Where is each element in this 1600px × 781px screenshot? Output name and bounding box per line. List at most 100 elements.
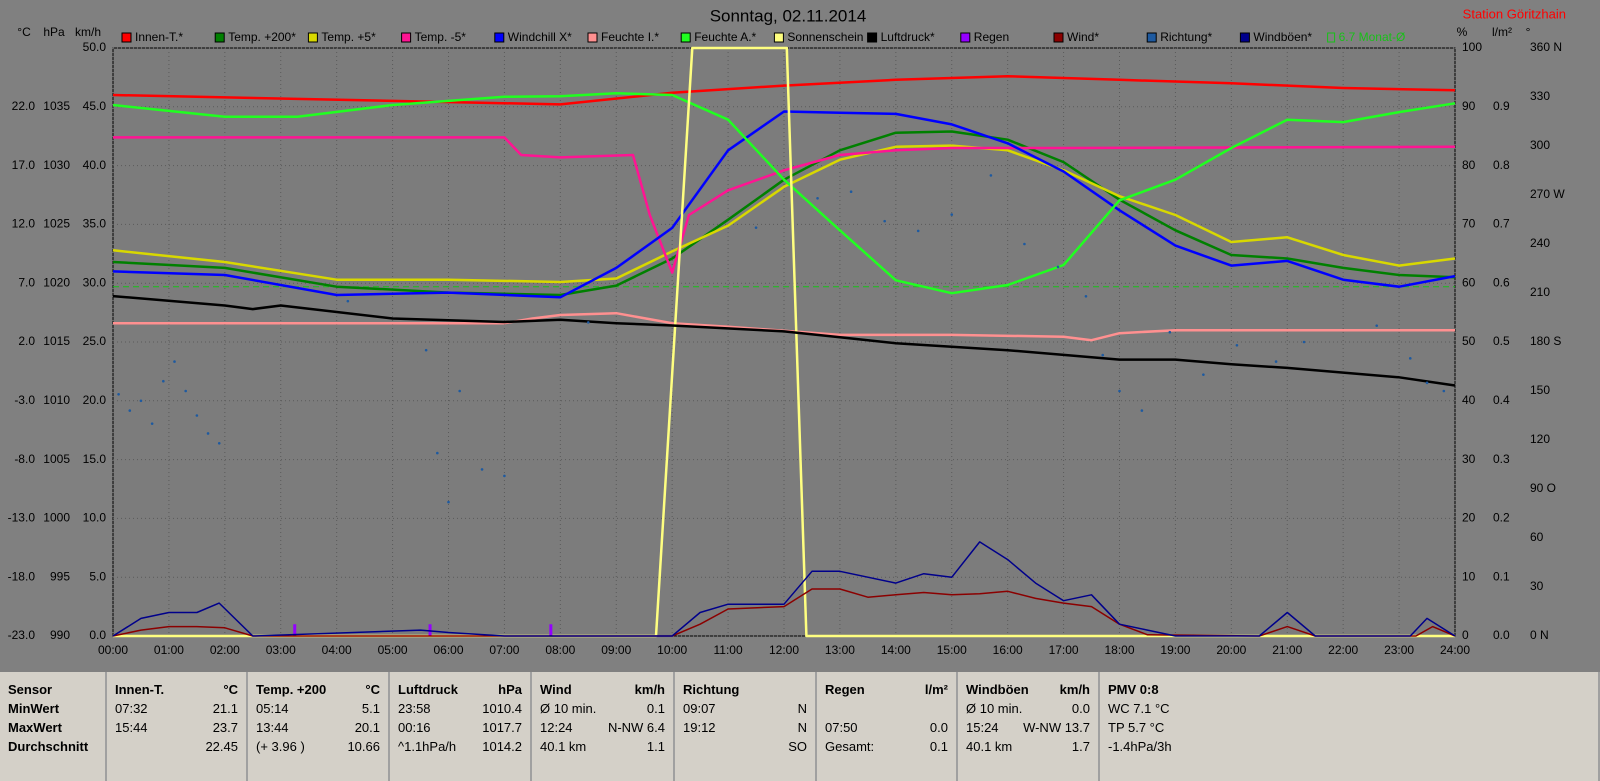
legend-label: Windböen* xyxy=(1253,30,1312,44)
legend-swatch xyxy=(960,32,971,43)
y-tick-label: 70 xyxy=(1462,217,1476,231)
y-tick-label: 0.2 xyxy=(1493,511,1510,525)
table-row: (+ 3.96 ) 10.66 xyxy=(256,739,380,758)
table-column: Richtung 09:07 N 19:12 N SO xyxy=(675,672,817,781)
y-tick-label: 35.0 xyxy=(83,217,107,231)
direction-point xyxy=(139,399,143,403)
y-tick-label: 30.0 xyxy=(83,275,107,289)
x-tick-label: 22:00 xyxy=(1328,643,1358,657)
direction-point xyxy=(195,414,199,417)
table-cell: 40.1 km xyxy=(966,739,1013,754)
legend-label: Luftdruck* xyxy=(881,30,935,44)
series-line xyxy=(112,74,1456,106)
direction-point xyxy=(883,219,886,223)
table-cell: (+ 3.96 ) xyxy=(256,739,305,754)
y-tick-label: 30 xyxy=(1462,452,1476,466)
header-row: Innen-T. °C xyxy=(115,682,238,701)
header-row: Windböen km/h xyxy=(966,682,1090,701)
legend-swatch xyxy=(214,32,225,43)
legend-label: Temp. -5* xyxy=(415,30,467,44)
table-row: 13:44 20.1 xyxy=(256,720,380,739)
header-cell: hPa xyxy=(498,682,522,697)
x-tick-label: 04:00 xyxy=(322,643,352,657)
table-row: 07:50 0.0 xyxy=(825,720,948,739)
header-cell: Sensor xyxy=(8,682,53,697)
direction-point xyxy=(447,500,450,504)
y-tick-label: 0 N xyxy=(1530,628,1549,642)
direction-point xyxy=(184,389,187,393)
direction-point xyxy=(458,389,461,393)
y-tick-label: 22.0 xyxy=(12,99,36,113)
y-tick-label: 7.0 xyxy=(18,275,35,289)
table-cell: WC 7.1 °C xyxy=(1108,701,1170,716)
axis-unit: l/m² xyxy=(1492,25,1512,39)
y-tick-label: 100 xyxy=(1462,40,1482,54)
table-cell: 23.7 xyxy=(212,720,238,735)
y-tick-label: 20 xyxy=(1462,511,1476,525)
table-cell: 5.1 xyxy=(361,701,380,716)
table-row: WC 7.1 °C xyxy=(1108,701,1590,720)
x-tick-label: 16:00 xyxy=(993,643,1023,657)
direction-point xyxy=(1118,389,1121,393)
direction-point xyxy=(1084,294,1088,298)
y-tick-label: 0.7 xyxy=(1493,217,1510,231)
direction-point xyxy=(173,360,176,363)
table-row: ^1.1hPa/h 1014.2 xyxy=(398,739,522,758)
direction-point xyxy=(1235,343,1239,347)
legend-swatch xyxy=(1327,32,1336,43)
table-row: 07:32 21.1 xyxy=(115,701,238,720)
x-tick-label: 20:00 xyxy=(1216,643,1246,657)
y-tick-label: 1015 xyxy=(43,334,70,348)
table-row: -1.4hPa/3h xyxy=(1108,739,1590,758)
table-row: MinWert xyxy=(8,701,97,720)
y-tick-label: 17.0 xyxy=(12,158,36,172)
direction-point xyxy=(1425,381,1429,385)
series-line xyxy=(113,136,1456,274)
legend-label: Richtung* xyxy=(1160,30,1212,44)
header-cell: °C xyxy=(365,682,380,697)
table-cell: 07:32 xyxy=(115,701,148,716)
x-tick-label: 03:00 xyxy=(266,643,296,657)
y-tick-label: 0.4 xyxy=(1493,393,1510,407)
y-tick-label: 990 xyxy=(50,628,70,642)
x-tick-label: 10:00 xyxy=(657,643,687,657)
table-column: Temp. +200 °C 05:14 5.1 13:44 20.1 (+ 3.96 ) 10… xyxy=(248,672,390,781)
y-tick-label: -8.0 xyxy=(14,452,35,466)
x-tick-label: 06:00 xyxy=(433,643,463,657)
header-cell: Innen-T. xyxy=(115,682,165,697)
y-tick-label: 330 xyxy=(1530,89,1550,103)
direction-point xyxy=(849,190,853,194)
y-tick-label: 120 xyxy=(1530,432,1550,446)
header-row: PMV 0:8 xyxy=(1108,682,1590,701)
y-tick-label: 0.1 xyxy=(1493,569,1510,583)
legend-swatch xyxy=(680,32,691,43)
y-tick-label: -13.0 xyxy=(8,511,36,525)
y-tick-label: 10 xyxy=(1462,569,1476,583)
legend-swatch xyxy=(121,32,132,43)
direction-point xyxy=(1168,330,1172,334)
y-tick-label: -3.0 xyxy=(14,393,35,407)
table-cell: Ø 10 min. xyxy=(966,701,1023,716)
direction-point xyxy=(424,348,428,352)
legend-label: Feuchte I.* xyxy=(601,30,659,44)
y-tick-label: -18.0 xyxy=(8,569,36,583)
table-cell: N xyxy=(797,701,807,716)
header-cell: PMV 0:8 xyxy=(1108,682,1159,697)
legend-swatch xyxy=(1239,32,1250,43)
x-tick-label: 00:00 xyxy=(98,643,128,657)
table-row: Gesamt: 0.1 xyxy=(825,739,948,758)
chart: Sonntag, 02.11.2014 Station Göritzhain 0… xyxy=(8,6,1566,657)
header-row: Richtung xyxy=(683,682,807,701)
table-cell: SO xyxy=(788,739,807,754)
table-cell: 1.1 xyxy=(646,739,665,754)
table-cell: 15:44 xyxy=(115,720,148,735)
direction-point xyxy=(1056,265,1060,269)
y-tick-label: 45.0 xyxy=(83,99,107,113)
direction-point xyxy=(217,441,221,445)
rain-bar xyxy=(549,624,553,636)
direction-point xyxy=(916,229,920,233)
table-column: PMV 0:8 WC 7.1 °C TP 5.7 °C -1.4hPa/3h xyxy=(1100,672,1600,781)
y-tick-label: 0.5 xyxy=(1493,334,1510,348)
table-cell: MinWert xyxy=(8,701,60,716)
legend-swatch xyxy=(773,32,784,43)
